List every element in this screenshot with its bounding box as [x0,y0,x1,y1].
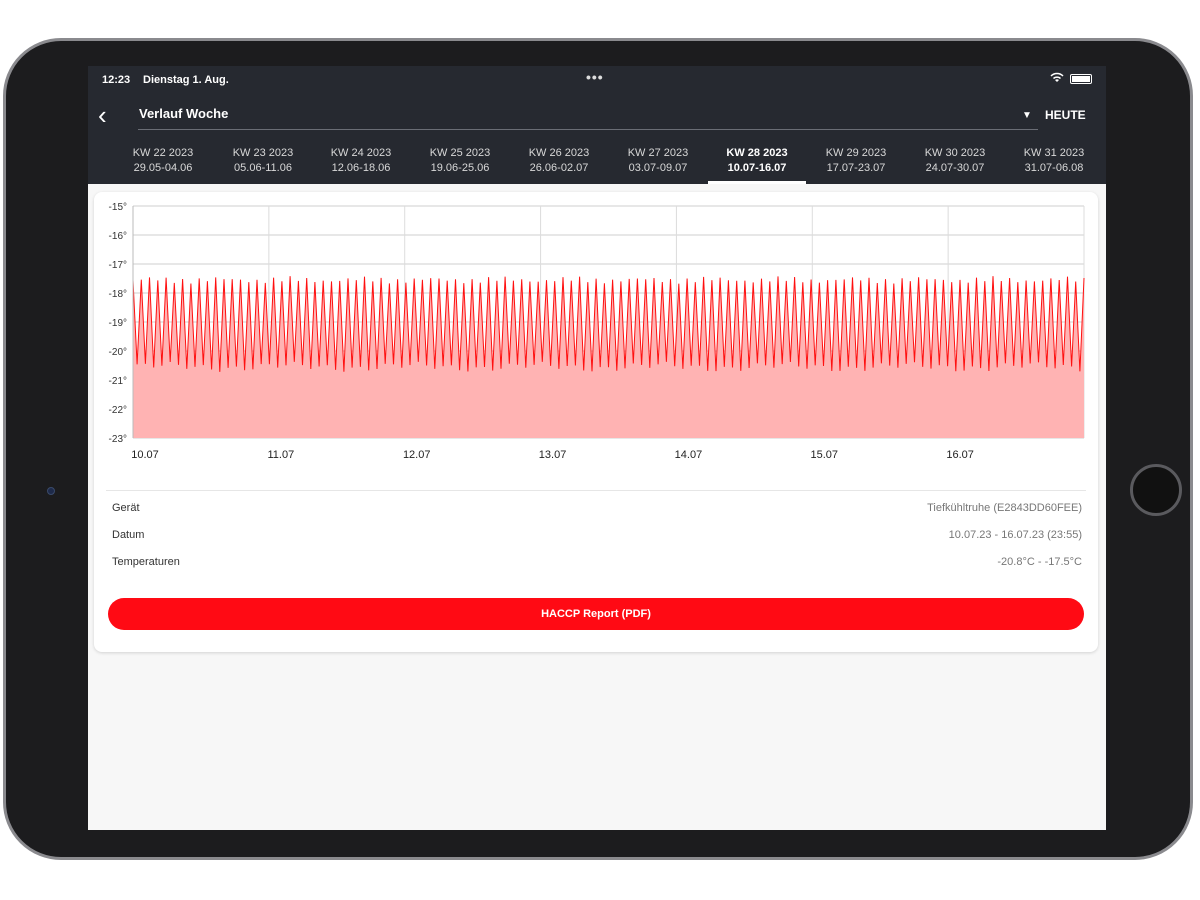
divider [106,490,1086,491]
y-tick-label: -20° [109,347,127,358]
y-tick-label: -17° [109,260,127,271]
status-bar: 12:23 Dienstag 1. Aug. ••• [88,66,1106,92]
week-tab-range: 31.07-06.08 [1024,162,1084,174]
x-tick-label: 11.07 [267,449,294,461]
week-tab-range: 12.06-18.06 [331,162,391,174]
temperature-value: -20.8°C - -17.5°C [997,556,1082,568]
week-tab-range: 19.06-25.06 [430,162,490,174]
y-tick-label: -16° [109,231,127,242]
week-tabs: 36 KW 22 2023 29.05-04.06 KW 23 2023 05.06-1… [88,140,1106,184]
page-title: Verlauf Woche [139,106,229,121]
x-tick-label: 12.07 [403,449,431,461]
x-tick-label: 10.07 [131,449,159,461]
week-tab[interactable]: KW 26 2023 26.06-02.07 [514,146,604,176]
week-tab-range: 17.07-23.07 [826,162,886,174]
week-tab[interactable]: KW 22 2023 29.05-04.06 [118,146,208,176]
back-chevron-icon[interactable]: ‹ [98,100,107,130]
title-dropdown[interactable]: Verlauf Woche [138,102,1038,130]
y-tick-label: -18° [109,289,127,300]
status-time: 12:23 [102,74,131,86]
status-date: Dienstag 1. Aug. [143,74,229,86]
week-tab-title: KW 24 2023 [330,147,392,159]
week-tab-range: 6 [88,161,98,176]
device-label: Gerät [112,502,140,514]
week-tab-title: KW 29 2023 [825,147,887,159]
chart-card: -15° -16° -17° -18° -19° -20° -21° -22° -23° 10.0… [94,192,1098,652]
top-bar: 12:23 Dienstag 1. Aug. ••• ‹ Verlauf Woc… [88,66,1106,184]
home-button[interactable] [1130,464,1182,516]
week-tab-range: 24.07-30.07 [925,162,985,174]
week-tab-range: 29.05-04.06 [133,162,193,174]
week-tab-range: 10.07-16.07 [727,162,787,174]
haccp-report-button[interactable]: HACCP Report (PDF) [108,598,1084,630]
week-tab-title: KW 22 2023 [132,147,194,159]
app-screen: 12:23 Dienstag 1. Aug. ••• ‹ Verlauf Woc… [88,66,1106,830]
week-tab[interactable]: KW 24 2023 12.06-18.06 [316,146,406,176]
y-tick-label: -23° [109,434,127,445]
week-tab[interactable]: KW 29 2023 17.07-23.07 [811,146,901,176]
week-tab-range: 05.06-11.06 [234,162,292,174]
x-tick-label: 15.07 [811,449,839,461]
week-tab[interactable]: KW 30 2023 24.07-30.07 [910,146,1000,176]
date-label: Datum [112,529,145,541]
x-tick-label: 13.07 [539,449,567,461]
week-tab-title: KW 25 2023 [429,147,491,159]
device-value: Tiefkühltruhe (E2843DD60FEE) [927,502,1082,514]
active-week-indicator [708,181,806,184]
week-tab-title: 3 [88,146,98,161]
battery-icon [1070,74,1092,84]
temperature-chart: -15° -16° -17° -18° -19° -20° -21° -22° -23° 10.0… [109,202,1085,461]
week-tab[interactable]: 36 [88,146,98,176]
week-tab-range: 03.07-09.07 [628,162,688,174]
caret-down-icon[interactable]: ▼ [1022,110,1032,121]
week-tab[interactable]: KW 31 2023 31.07-06.08 [1009,146,1099,176]
week-tab-title: KW 28 2023 [726,147,788,159]
week-tab-title: KW 30 2023 [924,147,986,159]
y-tick-label: -22° [109,405,127,416]
week-tab[interactable]: KW 27 2023 03.07-09.07 [613,146,703,176]
week-tab[interactable]: KW 23 2023 05.06-11.06 [218,146,308,176]
x-tick-label: 14.07 [675,449,703,461]
wifi-icon [1050,72,1064,86]
week-tab-range: 26.06-02.07 [529,162,589,174]
y-tick-label: -19° [109,318,127,329]
y-tick-label: -21° [109,376,127,387]
temperature-line [132,276,1085,372]
week-tab[interactable]: KW 25 2023 19.06-25.06 [415,146,505,176]
week-tab[interactable]: KW 28 2023 10.07-16.07 [712,146,802,176]
temperature-area [133,276,1084,438]
y-tick-label: -15° [109,202,127,213]
today-button[interactable]: HEUTE [1045,108,1086,122]
x-tick-label: 16.07 [946,449,974,461]
camera-icon [47,487,55,495]
week-tab-title: KW 31 2023 [1023,147,1085,159]
multitasking-dots-icon[interactable]: ••• [586,69,604,85]
week-tab-title: KW 27 2023 [627,147,689,159]
date-value: 10.07.23 - 16.07.23 (23:55) [948,529,1082,541]
week-tab-title: KW 23 2023 [232,147,294,159]
temperature-label: Temperaturen [112,556,180,568]
week-tab-title: KW 26 2023 [528,147,590,159]
